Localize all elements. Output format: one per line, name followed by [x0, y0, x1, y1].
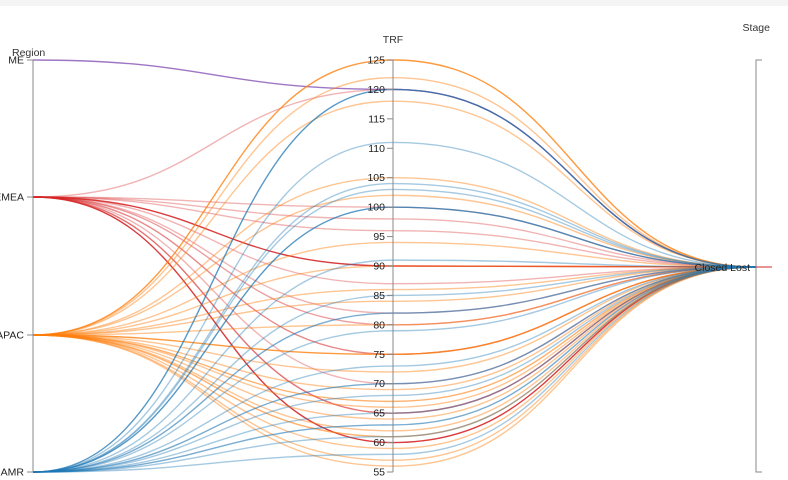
polyline-amr-35 — [32, 141, 757, 473]
trf-axis-title: TRF — [383, 34, 403, 46]
polyline-amr-47 — [32, 266, 757, 473]
polyline-apac-31 — [32, 266, 757, 450]
trf-label-120: 120 — [367, 84, 385, 96]
polyline-amr-34 — [32, 88, 757, 473]
polyline-apac-24 — [32, 266, 757, 373]
polyline-apac-30 — [32, 266, 757, 438]
polyline-amr-48 — [32, 266, 757, 473]
stage-axis-title: Stage — [743, 22, 771, 34]
polyline-apac-15 — [32, 100, 757, 336]
region-label-me: ME — [8, 55, 24, 67]
trf-label-55: 55 — [373, 467, 385, 479]
polyline-amr-42 — [32, 266, 757, 473]
polyline-apac-25 — [32, 266, 757, 391]
polyline-amr-37 — [32, 188, 757, 473]
region-label-amr: AMR — [1, 467, 25, 479]
region-axis-title: Region — [12, 47, 45, 59]
trf-label-90: 90 — [373, 261, 385, 273]
trf-label-70: 70 — [373, 378, 385, 390]
trf-label-125: 125 — [367, 55, 385, 67]
trf-label-95: 95 — [373, 231, 385, 243]
polyline-amr-45 — [32, 266, 757, 473]
top-border — [0, 0, 788, 6]
trf-label-105: 105 — [367, 172, 385, 184]
stage-label-closed-lost: Closed Lost — [695, 262, 751, 274]
polyline-amr-38 — [32, 206, 757, 473]
stage-axis-line — [755, 59, 762, 473]
polyline-amr-49 — [32, 266, 757, 473]
polyline-amr-41 — [32, 266, 757, 473]
trf-label-110: 110 — [368, 143, 385, 155]
polyline-apac-18 — [32, 241, 757, 336]
polyline-emea-11 — [32, 196, 757, 414]
polylines-layer — [32, 59, 757, 473]
trf-label-85: 85 — [373, 290, 385, 302]
polyline-amr-46 — [32, 266, 757, 473]
polyline-apac-26 — [32, 266, 757, 403]
polyline-amr-40 — [32, 266, 757, 473]
trf-label-75: 75 — [373, 349, 385, 361]
trf-label-100: 100 — [367, 202, 385, 214]
polyline-apac-23 — [32, 266, 757, 355]
trf-label-60: 60 — [373, 437, 385, 449]
polyline-apac-27 — [32, 266, 757, 408]
polyline-apac-17 — [32, 194, 757, 336]
polyline-amr-39 — [32, 259, 757, 473]
trf-label-65: 65 — [373, 408, 385, 420]
trf-label-80: 80 — [373, 319, 385, 331]
polyline-amr-36 — [32, 182, 757, 473]
polyline-emea-6 — [32, 196, 757, 285]
trf-label-115: 115 — [368, 113, 385, 125]
